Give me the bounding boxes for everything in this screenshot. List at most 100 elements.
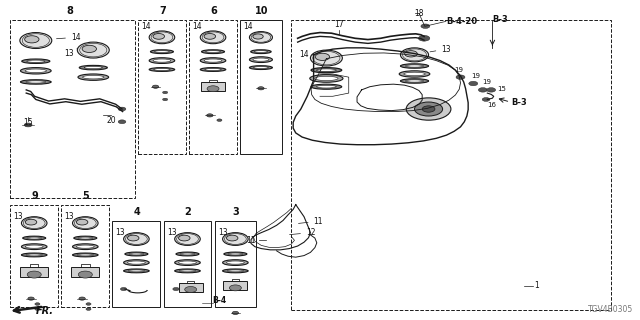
Circle shape: [227, 235, 238, 241]
Bar: [223, 281, 247, 290]
Text: 18: 18: [415, 9, 424, 18]
Circle shape: [422, 106, 435, 112]
Circle shape: [316, 53, 330, 60]
Text: 10: 10: [255, 6, 268, 16]
Circle shape: [35, 303, 40, 305]
Ellipse shape: [84, 67, 102, 69]
Ellipse shape: [20, 68, 51, 74]
Ellipse shape: [26, 81, 46, 83]
Circle shape: [22, 217, 47, 229]
Circle shape: [421, 24, 430, 28]
Circle shape: [72, 217, 98, 229]
Circle shape: [175, 233, 200, 245]
Ellipse shape: [180, 253, 195, 255]
Circle shape: [253, 34, 263, 39]
Ellipse shape: [404, 72, 425, 76]
Bar: [138, 20, 186, 154]
Circle shape: [152, 85, 159, 88]
Circle shape: [76, 219, 88, 225]
Circle shape: [250, 32, 273, 43]
Ellipse shape: [253, 67, 268, 68]
Ellipse shape: [154, 51, 170, 52]
Ellipse shape: [401, 64, 429, 68]
Ellipse shape: [77, 254, 93, 256]
Bar: [164, 220, 211, 307]
Circle shape: [204, 34, 216, 39]
Ellipse shape: [153, 59, 171, 62]
Circle shape: [200, 31, 226, 44]
Circle shape: [482, 98, 490, 101]
Text: B-4: B-4: [212, 296, 227, 305]
Ellipse shape: [26, 245, 43, 248]
Ellipse shape: [23, 236, 45, 240]
Bar: [20, 267, 48, 277]
Ellipse shape: [316, 69, 337, 71]
Circle shape: [86, 308, 91, 310]
Ellipse shape: [154, 68, 170, 70]
Ellipse shape: [405, 80, 424, 82]
Ellipse shape: [311, 68, 342, 73]
Text: 9: 9: [31, 191, 38, 201]
Bar: [61, 204, 109, 307]
Text: 19: 19: [482, 79, 492, 85]
Circle shape: [124, 233, 149, 245]
Ellipse shape: [223, 260, 248, 266]
Circle shape: [179, 235, 190, 241]
Circle shape: [415, 102, 443, 116]
Ellipse shape: [405, 65, 424, 67]
Circle shape: [486, 88, 495, 92]
Text: 14: 14: [56, 33, 81, 42]
Ellipse shape: [127, 261, 145, 264]
Circle shape: [478, 88, 487, 92]
Circle shape: [25, 36, 39, 43]
Text: 13: 13: [65, 49, 77, 58]
Text: 19: 19: [454, 68, 464, 73]
Circle shape: [310, 50, 342, 66]
Ellipse shape: [22, 59, 50, 63]
Text: TGV4B0305: TGV4B0305: [588, 305, 633, 314]
Ellipse shape: [254, 51, 268, 52]
Text: 4: 4: [133, 207, 140, 217]
Circle shape: [149, 31, 175, 44]
Circle shape: [26, 219, 36, 225]
Ellipse shape: [72, 253, 98, 257]
Circle shape: [163, 91, 168, 94]
Ellipse shape: [179, 270, 196, 272]
Text: 6: 6: [210, 6, 217, 16]
Bar: [189, 20, 237, 154]
Ellipse shape: [250, 66, 273, 69]
Ellipse shape: [401, 79, 429, 83]
Ellipse shape: [27, 60, 45, 62]
Text: 8: 8: [66, 6, 73, 16]
Circle shape: [118, 120, 126, 124]
Bar: [214, 220, 256, 307]
Ellipse shape: [175, 269, 200, 273]
Bar: [10, 20, 135, 198]
Ellipse shape: [205, 51, 221, 52]
Text: 13: 13: [13, 212, 23, 220]
Circle shape: [27, 271, 41, 278]
Text: 14: 14: [141, 22, 151, 31]
Ellipse shape: [200, 58, 226, 63]
Circle shape: [456, 75, 465, 79]
Circle shape: [153, 34, 164, 39]
Text: 13: 13: [430, 44, 451, 54]
Circle shape: [404, 51, 417, 57]
Text: 15: 15: [23, 118, 33, 127]
Bar: [291, 20, 611, 310]
Text: 2: 2: [184, 207, 191, 217]
Ellipse shape: [27, 237, 42, 239]
Ellipse shape: [311, 84, 342, 89]
Bar: [10, 204, 58, 307]
Ellipse shape: [176, 252, 199, 256]
Text: 14: 14: [243, 22, 252, 31]
Circle shape: [127, 235, 139, 241]
Text: 14: 14: [300, 50, 314, 59]
Circle shape: [79, 297, 85, 300]
Text: 11: 11: [246, 236, 256, 245]
Ellipse shape: [22, 244, 47, 250]
Ellipse shape: [149, 58, 175, 63]
Ellipse shape: [124, 269, 149, 273]
Ellipse shape: [227, 261, 244, 264]
Circle shape: [229, 285, 241, 291]
